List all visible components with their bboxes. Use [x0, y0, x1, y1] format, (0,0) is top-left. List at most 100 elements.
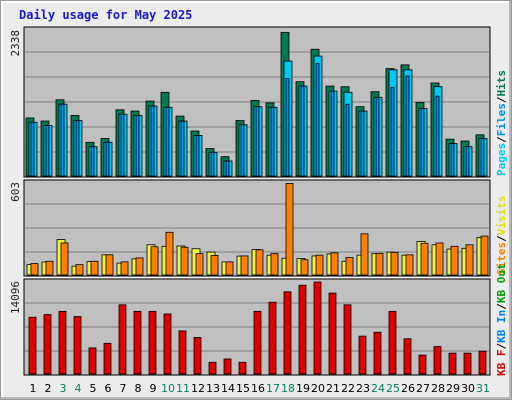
bar-kbf-day-31 [478, 350, 487, 375]
legend-kbf: KB F [495, 350, 508, 377]
day-label-24: 24 [371, 382, 385, 395]
bar-kbf-day-10 [163, 313, 172, 375]
day-label-5: 5 [90, 382, 97, 395]
bar-kbf-day-20 [313, 281, 322, 375]
panel-kbytes-bars [28, 281, 487, 375]
bar-kbf-day-26 [403, 338, 412, 375]
bar-kbf-day-22 [343, 304, 352, 375]
legend-visits-panel: Sites/Visits [495, 196, 508, 276]
bar-kbf-day-16 [253, 310, 262, 375]
bar-files-day-12 [195, 135, 200, 177]
bar-sites-day-2 [45, 260, 54, 276]
bar-sites-day-20 [315, 254, 324, 276]
ymax-label-kbytes: 14096 [9, 281, 22, 314]
legend-hits-panel: Pages/Files/Hits [495, 70, 508, 176]
day-label-7: 7 [120, 382, 127, 395]
day-label-2: 2 [45, 382, 52, 395]
bar-kbf-day-5 [88, 347, 97, 375]
day-label-12: 12 [191, 382, 205, 395]
bar-kbf-day-27 [418, 354, 427, 375]
legend-kbout: KB Out [495, 263, 508, 303]
bar-sites-day-23 [360, 233, 369, 276]
bar-files-day-5 [90, 146, 95, 177]
bar-files-day-19 [300, 85, 305, 177]
bar-files-day-21 [330, 90, 335, 177]
day-label-26: 26 [401, 382, 415, 395]
bar-kbf-day-4 [73, 316, 82, 375]
legend-kbin: KB In [495, 310, 508, 343]
day-label-27: 27 [416, 382, 430, 395]
day-label-31: 31 [476, 382, 490, 395]
ymax-label-visits: 603 [9, 182, 22, 202]
day-label-6: 6 [105, 382, 112, 395]
bar-files-day-24 [375, 96, 380, 177]
bar-kbf-day-6 [103, 342, 112, 375]
bar-sites-day-3 [60, 242, 69, 276]
day-label-21: 21 [326, 382, 340, 395]
legend-files: Files [495, 103, 508, 136]
bar-kbf-day-21 [328, 292, 337, 375]
bar-files-day-1 [30, 121, 35, 177]
bar-files-day-28 [435, 95, 440, 177]
bar-sites-day-24 [375, 252, 384, 276]
bar-sites-day-26 [405, 254, 414, 276]
bar-sites-day-12 [195, 253, 204, 276]
bar-kbf-day-8 [133, 310, 142, 375]
bar-files-day-25 [390, 86, 395, 177]
bar-sites-day-28 [435, 242, 444, 276]
bar-kbf-day-11 [178, 330, 187, 375]
bar-sites-day-17 [270, 253, 279, 276]
day-label-19: 19 [296, 382, 310, 395]
bar-kbf-day-9 [148, 310, 157, 375]
bar-kbf-day-3 [58, 310, 67, 375]
bar-files-day-18 [285, 78, 290, 177]
bar-files-day-31 [480, 138, 485, 177]
bar-sites-day-13 [210, 255, 219, 276]
bar-files-day-20 [315, 63, 320, 177]
bar-kbf-day-2 [43, 314, 52, 375]
bar-files-day-14 [225, 160, 230, 177]
day-label-4: 4 [75, 382, 82, 395]
day-label-28: 28 [431, 382, 445, 395]
day-label-14: 14 [221, 382, 235, 395]
legend-sites: Sites [495, 242, 508, 275]
bar-sites-day-30 [465, 244, 474, 276]
bar-kbf-day-13 [208, 361, 217, 375]
bar-kbf-day-18 [283, 291, 292, 375]
x-axis-day-labels: 1 2 3 4 5 6 7 8 9 10 11 12 13 14 15 16 17 18 19 20 21 22 23 24 2… [30, 382, 491, 395]
bar-kbf-day-15 [238, 361, 247, 375]
bar-files-day-9 [150, 105, 155, 177]
bar-kbf-day-23 [358, 335, 367, 375]
bar-sites-day-8 [135, 257, 144, 276]
bar-files-day-22 [345, 103, 350, 177]
bar-kbf-day-1 [28, 316, 37, 375]
bar-files-day-2 [45, 125, 50, 177]
bar-files-day-3 [60, 103, 65, 177]
day-label-17: 17 [266, 382, 280, 395]
day-label-30: 30 [461, 382, 475, 395]
bar-kbf-day-30 [463, 352, 472, 375]
day-label-20: 20 [311, 382, 325, 395]
bar-files-day-4 [75, 120, 80, 177]
ymax-label-hits: 2338 [9, 30, 22, 57]
bar-kbf-day-7 [118, 304, 127, 375]
bar-sites-day-31 [480, 235, 489, 276]
bar-sites-day-15 [240, 255, 249, 276]
bar-sites-day-19 [300, 259, 309, 276]
bar-files-day-23 [360, 110, 365, 177]
day-label-29: 29 [446, 382, 460, 395]
bar-files-day-16 [255, 106, 260, 177]
bar-sites-day-4 [75, 264, 84, 276]
day-label-11: 11 [176, 382, 190, 395]
bar-sites-day-10 [165, 231, 174, 276]
bar-sites-day-7 [120, 261, 129, 276]
day-label-3: 3 [60, 382, 67, 395]
bar-sites-day-5 [90, 260, 99, 276]
bar-kbf-day-28 [433, 346, 442, 375]
bar-sites-day-29 [450, 245, 459, 276]
day-label-23: 23 [356, 382, 370, 395]
day-label-8: 8 [135, 382, 142, 395]
bar-files-day-17 [270, 106, 275, 177]
bar-files-day-29 [450, 143, 455, 177]
